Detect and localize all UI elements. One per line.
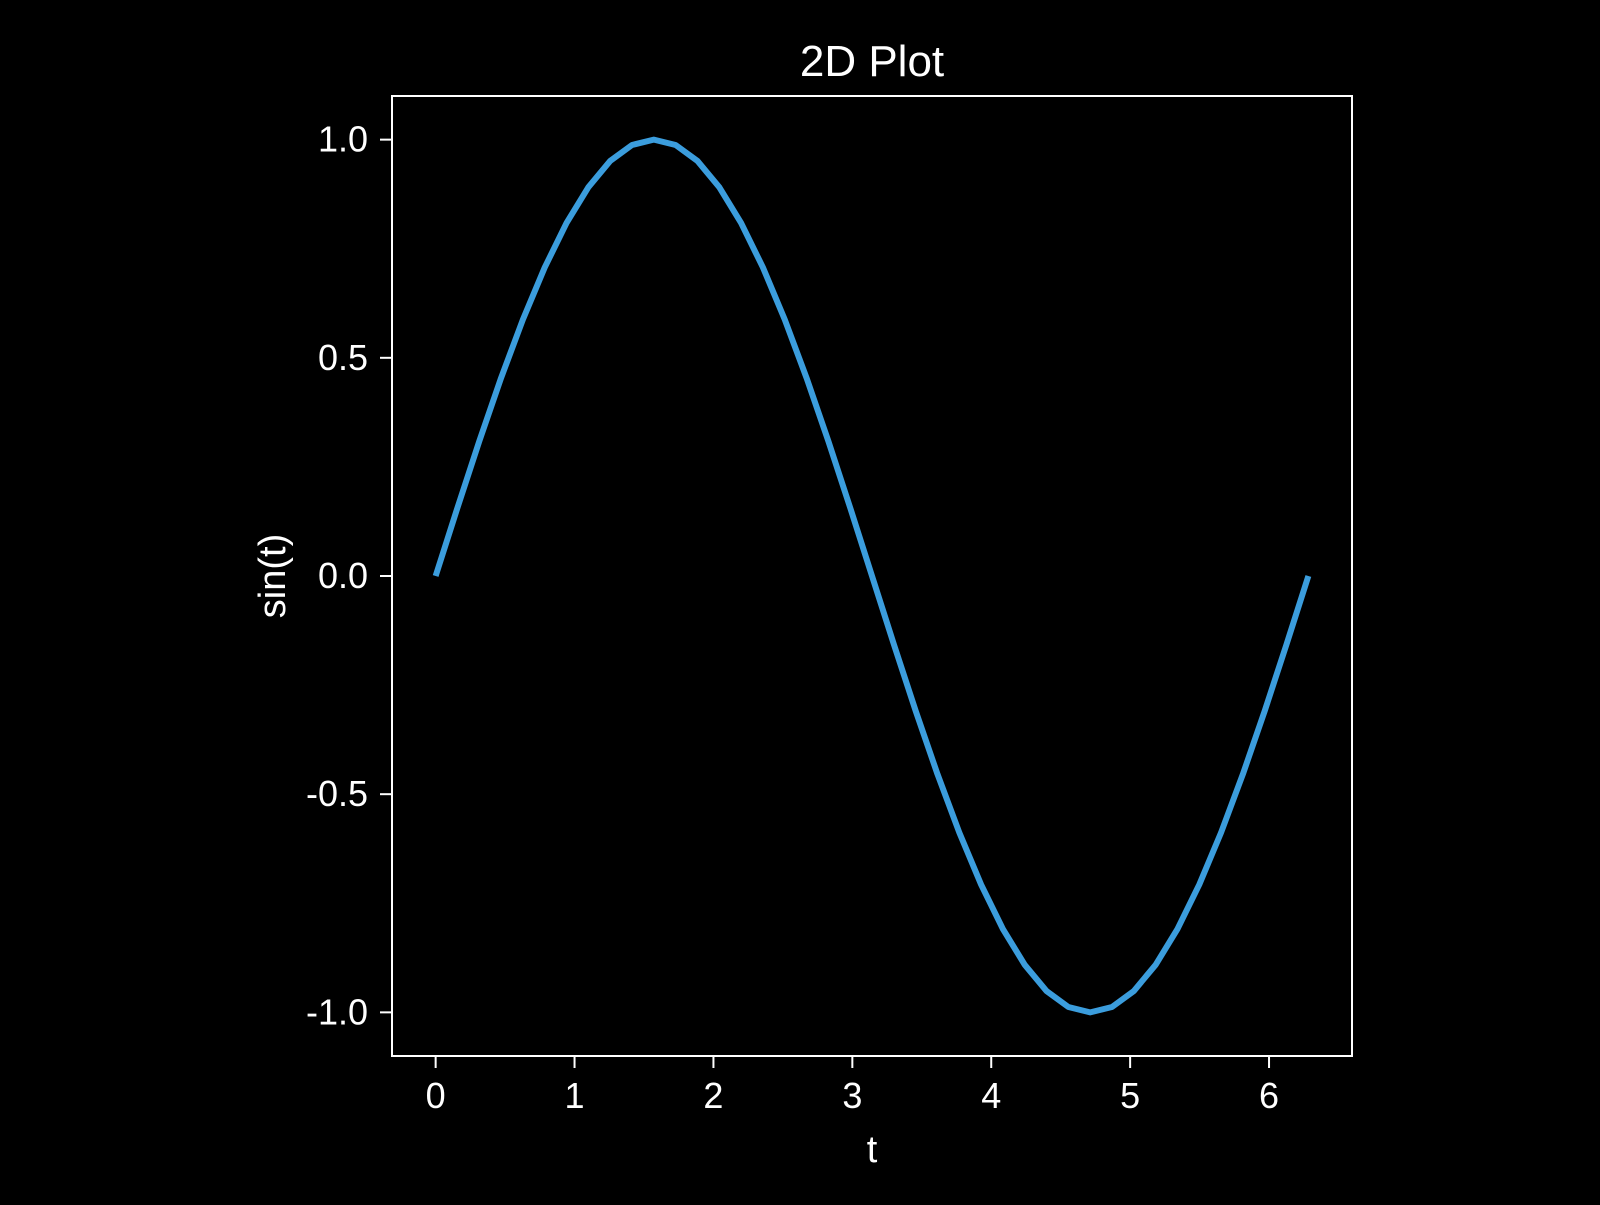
series-line-sin [432,136,1312,1016]
y-tick-label: 0.5 [318,337,368,378]
x-axis-ticks: 0 1 2 3 4 5 6 [426,1056,1279,1116]
x-tick-label: 3 [842,1075,862,1116]
x-tick-label: 2 [703,1075,723,1116]
y-tick-label: -1.0 [306,991,368,1032]
chart-title: 2D Plot [800,37,944,86]
x-tick-label: 4 [981,1075,1001,1116]
x-tick-label: 1 [565,1075,585,1116]
x-axis-label: t [867,1129,878,1171]
x-tick-label: 5 [1120,1075,1140,1116]
x-tick-label: 6 [1259,1075,1279,1116]
x-tick-label: 0 [426,1075,446,1116]
y-axis-ticks: 1.0 0.5 0.0 -0.5 -1.0 [306,119,392,1032]
y-tick-label: -0.5 [306,773,368,814]
y-tick-label: 0.0 [318,555,368,596]
y-axis-label: sin(t) [252,534,294,618]
y-tick-label: 1.0 [318,119,368,160]
